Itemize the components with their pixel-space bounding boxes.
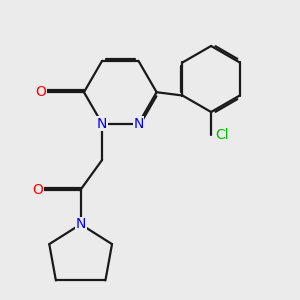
- Text: O: O: [36, 85, 46, 99]
- Text: N: N: [133, 117, 144, 130]
- Text: N: N: [97, 117, 107, 130]
- Text: N: N: [76, 217, 86, 231]
- Text: Cl: Cl: [215, 128, 229, 142]
- Text: O: O: [32, 183, 43, 196]
